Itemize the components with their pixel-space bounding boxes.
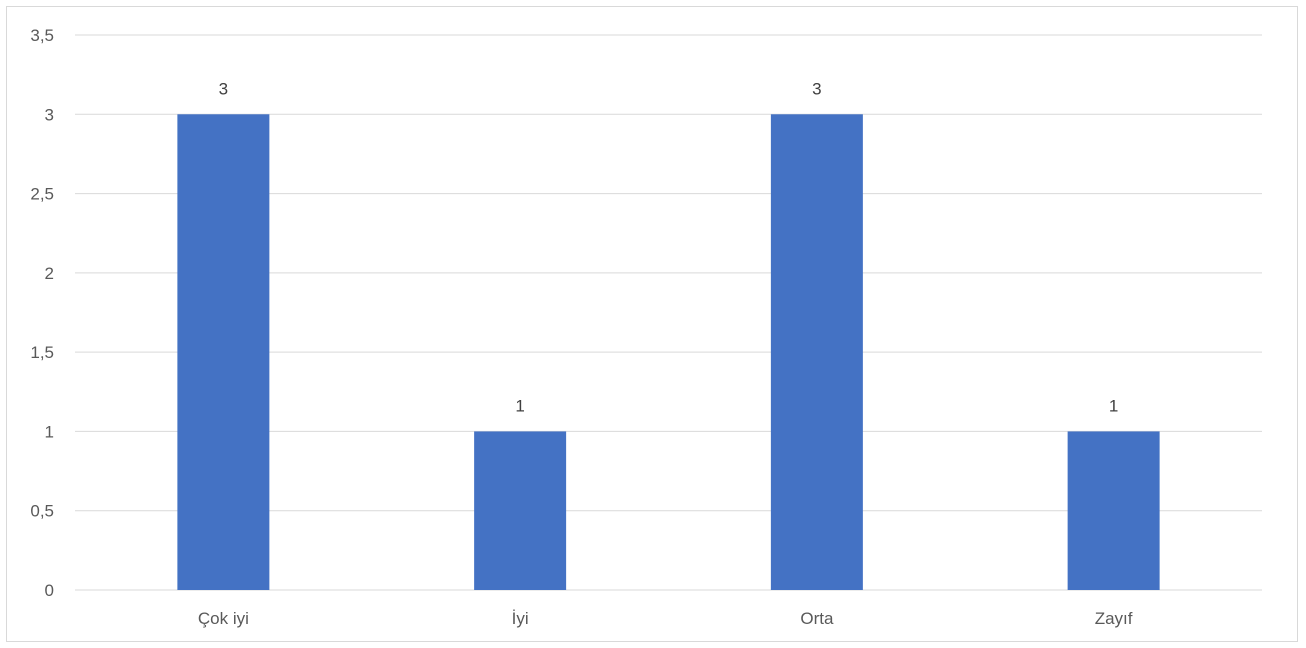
y-axis-ticks: 0 0,5 1 1,5 2 2,5 3 3,5: [30, 26, 54, 600]
x-axis-ticks: Çok iyi İyi Orta Zayıf: [198, 609, 1133, 628]
y-tick-label: 1,5: [30, 343, 54, 362]
y-tick-label: 3: [45, 105, 54, 124]
data-label: 1: [1109, 396, 1118, 415]
y-tick-label: 2,5: [30, 185, 54, 204]
bar: [1067, 431, 1160, 590]
data-label: 1: [515, 396, 524, 415]
gridlines: [75, 34, 1262, 591]
x-tick-label: Orta: [800, 609, 834, 628]
y-tick-label: 3,5: [30, 26, 54, 45]
x-tick-label: Çok iyi: [198, 609, 249, 628]
data-label: 3: [812, 79, 821, 98]
bars: [177, 114, 1160, 591]
y-tick-label: 1: [45, 422, 54, 441]
y-tick-label: 0: [45, 581, 54, 600]
x-tick-label: Zayıf: [1095, 609, 1133, 628]
data-label: 3: [219, 79, 228, 98]
bar: [474, 431, 567, 590]
bar: [177, 114, 270, 591]
y-tick-label: 0,5: [30, 502, 54, 521]
x-tick-label: İyi: [512, 609, 529, 628]
y-tick-label: 2: [45, 264, 54, 283]
bar: [770, 114, 863, 591]
data-labels: 3 1 3 1: [219, 79, 1119, 415]
